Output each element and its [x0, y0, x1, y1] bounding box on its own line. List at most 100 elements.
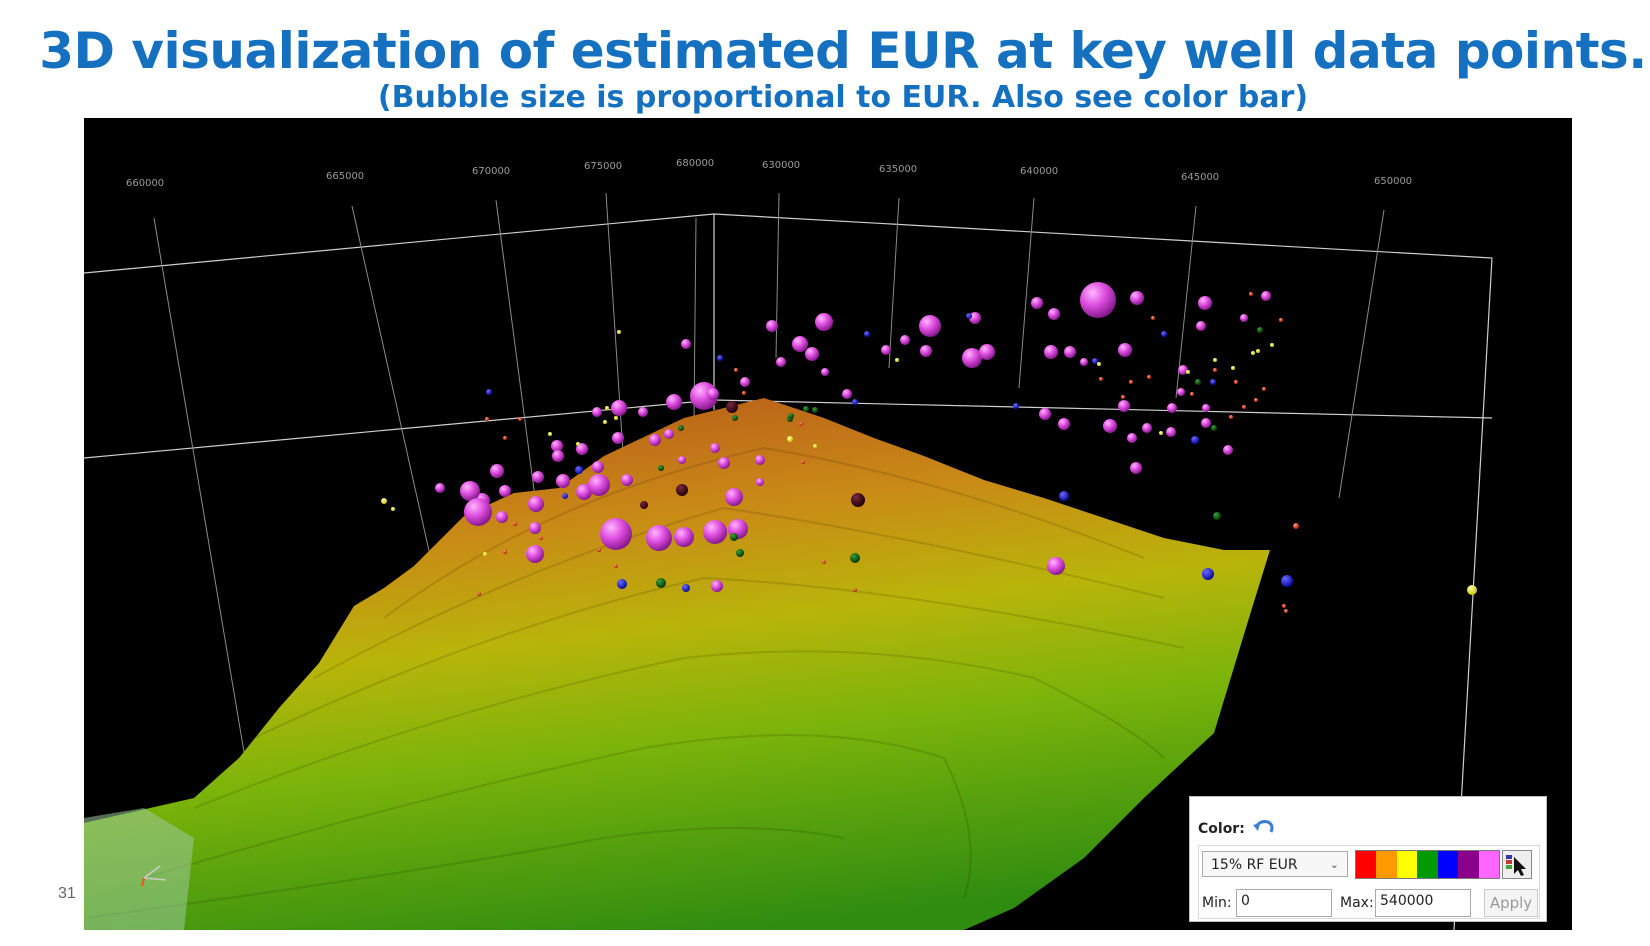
well-bubble-green[interactable]: [656, 578, 666, 588]
well-bubbles[interactable]: [381, 282, 1477, 613]
well-bubble-high[interactable]: [600, 518, 632, 550]
well-bubble-high[interactable]: [1058, 418, 1070, 430]
well-bubble-red[interactable]: [822, 560, 826, 564]
well-bubble-blue[interactable]: [717, 355, 723, 361]
color-picker-cursor-icon[interactable]: [1502, 850, 1532, 879]
well-bubble-green[interactable]: [850, 553, 860, 563]
well-bubble-yellow[interactable]: [381, 498, 387, 504]
well-bubble-blue[interactable]: [575, 466, 583, 474]
well-bubble-yellow[interactable]: [603, 420, 607, 424]
well-bubble-red[interactable]: [614, 564, 618, 568]
well-bubble-high[interactable]: [556, 474, 570, 488]
well-bubble-blue[interactable]: [1013, 403, 1019, 409]
well-bubble-high[interactable]: [551, 440, 563, 452]
well-bubble-high[interactable]: [464, 498, 492, 526]
well-bubble-high[interactable]: [526, 545, 544, 563]
well-bubble-high[interactable]: [1064, 346, 1076, 358]
well-bubble-red[interactable]: [513, 522, 517, 526]
well-bubble-high[interactable]: [646, 525, 672, 551]
well-bubble-blue[interactable]: [1161, 331, 1167, 337]
well-bubble-red[interactable]: [503, 436, 507, 440]
min-input[interactable]: 0: [1236, 889, 1332, 917]
well-bubble-yellow[interactable]: [1186, 370, 1190, 374]
well-bubble-yellow[interactable]: [1159, 431, 1163, 435]
well-bubble-yellow[interactable]: [605, 406, 609, 410]
well-bubble-green[interactable]: [803, 406, 809, 412]
well-bubble-blue[interactable]: [864, 331, 870, 337]
well-bubble-red[interactable]: [518, 417, 522, 421]
well-bubble-red[interactable]: [1229, 415, 1233, 419]
well-bubble-red[interactable]: [503, 550, 507, 554]
well-bubble-high[interactable]: [1044, 345, 1058, 359]
well-bubble-green[interactable]: [1213, 512, 1221, 520]
3d-scene[interactable]: 660000 665000 670000 675000 680000 630000 6350…: [84, 118, 1572, 930]
well-bubble-green[interactable]: [812, 407, 818, 413]
max-input[interactable]: 540000: [1375, 889, 1471, 917]
well-bubble-high[interactable]: [649, 434, 661, 446]
well-bubble-yellow[interactable]: [895, 358, 899, 362]
apply-button[interactable]: Apply: [1484, 889, 1538, 917]
well-bubble-red[interactable]: [734, 368, 738, 372]
well-bubble-red[interactable]: [1254, 398, 1258, 402]
well-bubble-yellow[interactable]: [483, 552, 487, 556]
well-bubble-blue[interactable]: [852, 399, 858, 405]
well-bubble-blue[interactable]: [682, 584, 690, 592]
well-bubble-green[interactable]: [1257, 327, 1263, 333]
well-bubble-high[interactable]: [681, 339, 691, 349]
well-bubble-green[interactable]: [736, 549, 744, 557]
well-bubble-red[interactable]: [485, 417, 489, 421]
well-bubble-high[interactable]: [588, 474, 610, 496]
well-bubble-high[interactable]: [1130, 462, 1142, 474]
well-bubble-high[interactable]: [756, 478, 764, 486]
well-bubble-high[interactable]: [621, 474, 633, 486]
well-bubble-high[interactable]: [499, 485, 511, 497]
well-bubble-high[interactable]: [592, 407, 602, 417]
well-bubble-high[interactable]: [1048, 308, 1060, 320]
well-bubble-green[interactable]: [730, 533, 738, 541]
well-bubble-yellow[interactable]: [1467, 585, 1477, 595]
well-bubble-yellow[interactable]: [614, 416, 618, 420]
well-bubble-high[interactable]: [666, 394, 682, 410]
well-bubble-high[interactable]: [1240, 314, 1248, 322]
well-bubble-green[interactable]: [678, 425, 684, 431]
well-bubble-high[interactable]: [766, 320, 778, 332]
well-bubble-blue[interactable]: [966, 313, 972, 319]
well-bubble-high[interactable]: [529, 522, 541, 534]
well-bubble-red[interactable]: [1279, 318, 1283, 322]
well-bubble-high[interactable]: [1202, 404, 1210, 412]
well-bubble-high[interactable]: [962, 348, 982, 368]
well-bubble-yellow[interactable]: [813, 444, 817, 448]
well-bubble-red[interactable]: [477, 592, 481, 596]
well-bubble-high[interactable]: [920, 345, 932, 357]
well-bubble-high[interactable]: [1166, 427, 1176, 437]
well-bubble-red[interactable]: [1190, 392, 1194, 396]
well-bubble-green[interactable]: [788, 413, 794, 419]
well-bubble-high[interactable]: [1178, 365, 1188, 375]
well-bubble-blue[interactable]: [486, 389, 492, 395]
well-bubble-high[interactable]: [496, 511, 508, 523]
well-bubble-high[interactable]: [718, 457, 730, 469]
well-bubble-red[interactable]: [799, 422, 803, 426]
well-bubble-high[interactable]: [1177, 388, 1185, 396]
undo-arrow-icon[interactable]: [1252, 817, 1276, 843]
3d-viewport[interactable]: 660000 665000 670000 675000 680000 630000 6350…: [84, 118, 1572, 930]
well-bubble-yellow[interactable]: [1097, 362, 1101, 366]
well-bubble-high[interactable]: [528, 496, 544, 512]
color-ramp[interactable]: [1355, 850, 1500, 879]
well-bubble-high[interactable]: [1201, 418, 1211, 428]
well-bubble-green[interactable]: [1195, 379, 1201, 385]
well-bubble-dark[interactable]: [640, 501, 648, 509]
well-bubble-high[interactable]: [821, 368, 829, 376]
well-bubble-green[interactable]: [1211, 425, 1217, 431]
well-bubble-high[interactable]: [1118, 343, 1132, 357]
well-bubble-red[interactable]: [1284, 609, 1288, 613]
well-bubble-yellow[interactable]: [1213, 358, 1217, 362]
well-bubble-high[interactable]: [1196, 321, 1206, 331]
well-bubble-high[interactable]: [1118, 400, 1130, 412]
well-bubble-high[interactable]: [1080, 358, 1088, 366]
well-bubble-high[interactable]: [776, 357, 786, 367]
well-bubble-high[interactable]: [969, 312, 981, 324]
well-bubble-high[interactable]: [979, 344, 995, 360]
well-bubble-high[interactable]: [576, 443, 588, 455]
well-bubble-dark[interactable]: [726, 401, 738, 413]
